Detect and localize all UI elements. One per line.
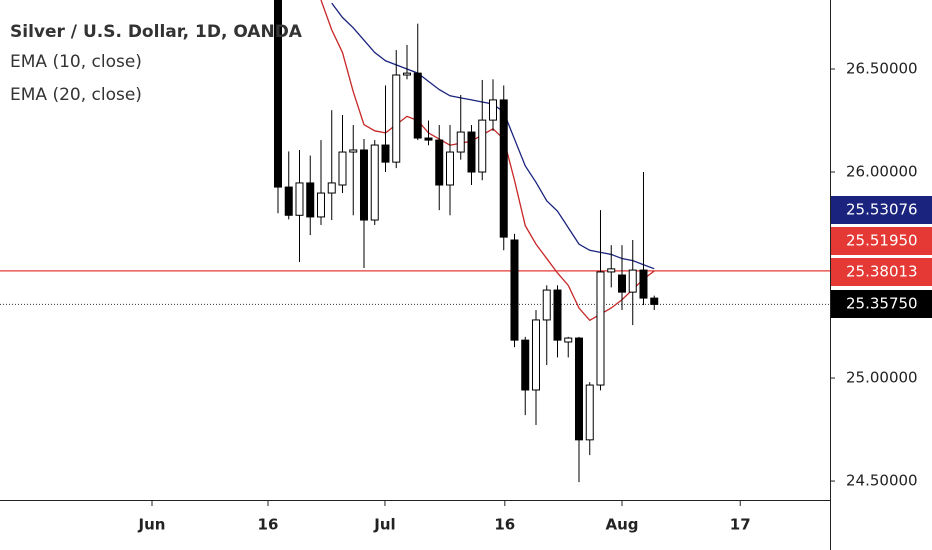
legend-entry: EMA (10, close) [10, 52, 142, 72]
candle-body [456, 131, 465, 153]
ema-line [331, 2, 655, 270]
candle-body [370, 144, 379, 221]
candle-body [424, 137, 433, 141]
candle-body [607, 268, 616, 273]
candle-body [553, 289, 562, 341]
price-badge-label: 25.35750 [846, 295, 918, 313]
x-tick-label: 16 [494, 516, 515, 534]
legend-entry: EMA (20, close) [10, 85, 142, 105]
price-badge-label: 25.53076 [846, 201, 918, 219]
x-tick-label: 16 [258, 516, 279, 534]
candle-body [306, 182, 315, 218]
candle-body [402, 72, 411, 76]
candle-body [445, 151, 454, 186]
x-tick-label: Aug [605, 516, 638, 534]
price-badge [831, 258, 932, 286]
candle-body [327, 182, 336, 194]
candle-body [392, 74, 401, 163]
candle-body [617, 274, 626, 293]
y-tick-label: 26.00000 [846, 163, 918, 181]
candle-body [338, 151, 347, 186]
candle-body [585, 384, 594, 441]
candle-body [639, 269, 648, 299]
candle-body [273, 0, 282, 188]
candle-body [349, 149, 358, 153]
candle-body [499, 99, 508, 238]
x-tick-label: Jul [373, 516, 395, 534]
x-tick-label: Jun [138, 516, 166, 534]
candle-body [531, 319, 540, 391]
candle-body [564, 337, 573, 343]
price-badge [831, 196, 932, 224]
candle-body [359, 149, 368, 221]
y-tick-label: 25.00000 [846, 369, 918, 387]
candle-body [316, 192, 325, 218]
candle-body [521, 339, 530, 391]
y-tick-label: 26.50000 [846, 60, 918, 78]
price-badge [831, 290, 932, 318]
candle-body [574, 337, 583, 441]
candle-body [650, 297, 659, 305]
chart-title: Silver / U.S. Dollar, 1D, OANDA [10, 22, 303, 42]
candle-body [295, 182, 304, 216]
candle-body [435, 139, 444, 186]
candle-body [488, 99, 497, 121]
price-badge-label: 25.38013 [846, 263, 918, 281]
candle-body [413, 72, 422, 139]
candle-body [596, 271, 605, 386]
y-tick-label: 24.50000 [846, 472, 918, 490]
candle-body [467, 131, 476, 173]
price-badge [831, 227, 932, 255]
candle-body [542, 289, 551, 321]
candle-body [381, 144, 390, 163]
plot-area [0, 0, 830, 483]
candle-body [628, 269, 637, 293]
candle-body [284, 186, 293, 216]
candle-body [510, 239, 519, 341]
candle-body [478, 119, 487, 173]
price-badge-label: 25.51950 [846, 232, 918, 250]
x-tick-label: 17 [730, 516, 751, 534]
